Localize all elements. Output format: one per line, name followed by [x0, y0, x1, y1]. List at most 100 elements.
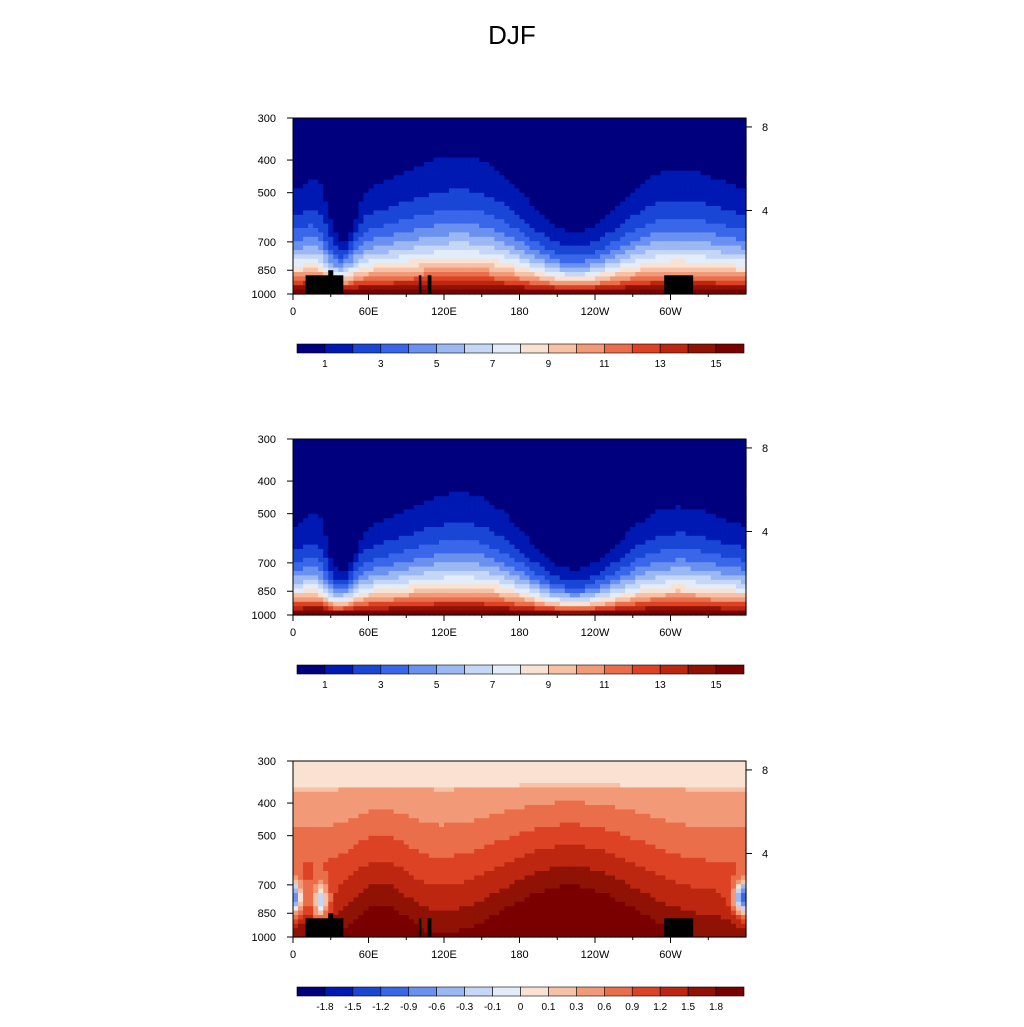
- topography-mask: [428, 275, 432, 294]
- heatmap-cell: [424, 602, 430, 607]
- heatmap-cell: [605, 171, 611, 176]
- heatmap-cell: [671, 219, 677, 224]
- heatmap-cell: [459, 237, 465, 242]
- heatmap-cell: [464, 272, 470, 277]
- heatmap-cell: [343, 470, 349, 475]
- heatmap-cell: [313, 232, 319, 237]
- heatmap-cell: [706, 197, 712, 202]
- heatmap-cell: [585, 219, 591, 224]
- heatmap-cell: [610, 210, 616, 215]
- heatmap-cell: [565, 237, 571, 242]
- heatmap-cell: [298, 602, 304, 607]
- heatmap-cell: [645, 153, 651, 158]
- heatmap-cell: [615, 175, 621, 180]
- heatmap-cell: [550, 131, 556, 136]
- heatmap-cell: [525, 175, 531, 180]
- heatmap-cell: [555, 272, 561, 277]
- heatmap-cell: [358, 175, 364, 180]
- heatmap-cell: [293, 593, 299, 598]
- heatmap-cell: [369, 171, 375, 176]
- heatmap-cell: [328, 254, 334, 259]
- heatmap-cell: [444, 246, 450, 251]
- heatmap-cell: [323, 241, 329, 246]
- topography-mask: [328, 270, 333, 294]
- heatmap-cell: [328, 202, 334, 207]
- heatmap-cell: [293, 452, 299, 457]
- heatmap-cell: [394, 232, 400, 237]
- heatmap-cell: [555, 202, 561, 207]
- heatmap-cell: [620, 193, 626, 198]
- heatmap-cell: [328, 241, 334, 246]
- heatmap-cell: [318, 184, 324, 189]
- heatmap-cell: [600, 246, 606, 251]
- heatmap-cell: [671, 268, 677, 273]
- heatmap-cell: [726, 241, 732, 246]
- heatmap-cell: [293, 606, 299, 611]
- heatmap-cell: [535, 197, 541, 202]
- heatmap-cell: [736, 136, 742, 141]
- heatmap-cell: [318, 553, 324, 558]
- heatmap-cell: [343, 514, 349, 519]
- heatmap-cell: [303, 523, 309, 528]
- heatmap-cell: [540, 197, 546, 202]
- heatmap-cell: [449, 175, 455, 180]
- heatmap-cell: [585, 276, 591, 281]
- heatmap-cell: [595, 144, 601, 149]
- heatmap-cell: [293, 509, 299, 514]
- heatmap-cell: [424, 575, 430, 580]
- heatmap-cell: [550, 210, 556, 215]
- heatmap-cell: [595, 254, 601, 259]
- heatmap-cell: [439, 492, 445, 497]
- heatmap-cell: [681, 144, 687, 149]
- heatmap-cell: [404, 206, 410, 211]
- heatmap-cell: [384, 479, 390, 484]
- heatmap-cell: [550, 268, 556, 273]
- heatmap-cell: [535, 122, 541, 127]
- heatmap-cell: [303, 597, 309, 602]
- heatmap-cell: [404, 531, 410, 536]
- heatmap-cell: [328, 188, 334, 193]
- heatmap-cell: [363, 523, 369, 528]
- heatmap-cell: [358, 202, 364, 207]
- heatmap-cell: [384, 580, 390, 585]
- heatmap-cell: [595, 197, 601, 202]
- heatmap-cell: [681, 193, 687, 198]
- heatmap-cell: [369, 567, 375, 572]
- heatmap-cell: [384, 136, 390, 141]
- heatmap-cell: [343, 536, 349, 541]
- heatmap-cell: [293, 166, 299, 171]
- heatmap-cell: [590, 171, 596, 176]
- heatmap-cell: [454, 162, 460, 167]
- heatmap-cell: [489, 210, 495, 215]
- heatmap-cell: [419, 228, 425, 233]
- heatmap-cell: [363, 571, 369, 576]
- heatmap-cell: [469, 219, 475, 224]
- heatmap-cell: [434, 558, 440, 563]
- heatmap-cell: [459, 268, 465, 273]
- heatmap-cell: [449, 518, 455, 523]
- heatmap-cell: [338, 562, 344, 567]
- heatmap-cell: [369, 452, 375, 457]
- heatmap-cell: [716, 224, 722, 229]
- heatmap-cell: [479, 122, 485, 127]
- heatmap-cell: [293, 589, 299, 594]
- heatmap-cell: [328, 531, 334, 536]
- heatmap-cell: [731, 219, 737, 224]
- heatmap-cell: [645, 210, 651, 215]
- heatmap-cell: [555, 166, 561, 171]
- heatmap-cell: [504, 206, 510, 211]
- heatmap-cell: [545, 237, 551, 242]
- heatmap-cell: [358, 184, 364, 189]
- heatmap-cell: [293, 254, 299, 259]
- heatmap-cell: [615, 166, 621, 171]
- heatmap-cell: [686, 232, 692, 237]
- heatmap-cell: [374, 518, 380, 523]
- heatmap-cell: [630, 246, 636, 251]
- heatmap-cell: [570, 276, 576, 281]
- heatmap-cell: [293, 571, 299, 576]
- heatmap-cell: [605, 276, 611, 281]
- heatmap-cell: [459, 136, 465, 141]
- heatmap-cell: [343, 465, 349, 470]
- heatmap-cell: [328, 118, 334, 123]
- heatmap-cell: [610, 136, 616, 141]
